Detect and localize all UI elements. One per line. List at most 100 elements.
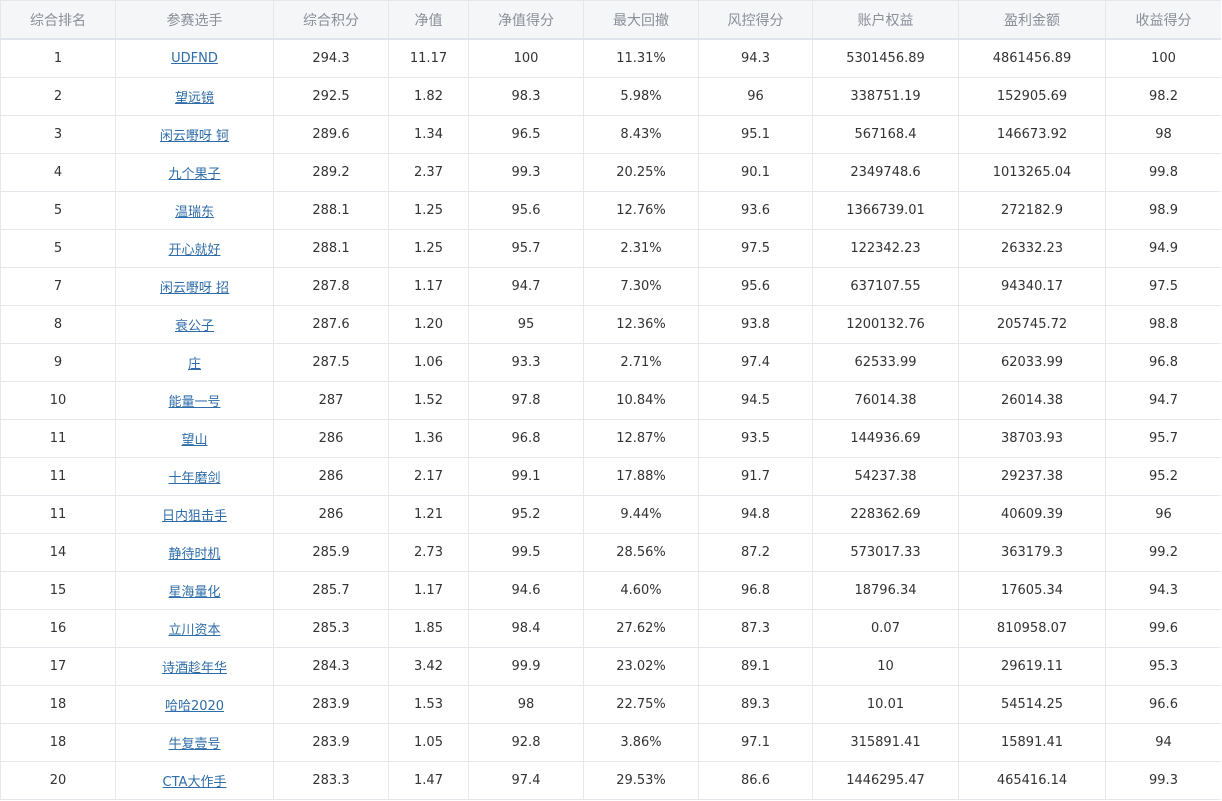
player-link[interactable]: 九个果子 <box>168 167 221 182</box>
risk-score-cell: 93.8 <box>698 305 813 344</box>
equity-cell: 5301456.89 <box>812 38 959 78</box>
max-drawdown-cell: 27.62% <box>583 609 699 648</box>
player-link[interactable]: 庄 <box>187 357 201 372</box>
return-score-cell: 99.2 <box>1105 533 1221 572</box>
player-cell: 衰公子 <box>115 305 274 344</box>
table-row: 5 开心就好 288.1 1.25 95.7 2.31% 97.5 122342.23 2633… <box>0 229 1221 268</box>
player-link[interactable]: 闲云嘢呀 钶 <box>159 129 230 144</box>
nav-score-cell: 99.5 <box>468 533 584 572</box>
table-row: 11 日内狙击手 286 1.21 95.2 9.44% 94.8 228362.69 4060… <box>0 495 1221 534</box>
score-cell: 285.7 <box>273 571 389 610</box>
nav-score-cell: 93.3 <box>468 343 584 382</box>
player-link[interactable]: 日内狙击手 <box>161 509 227 524</box>
score-cell: 287 <box>273 381 389 420</box>
profit-cell: 146673.92 <box>958 115 1106 154</box>
column-header-max-drawdown: 最大回撤 <box>583 0 699 40</box>
nav-score-cell: 96.5 <box>468 115 584 154</box>
score-cell: 283.9 <box>273 685 389 724</box>
nav-cell: 1.25 <box>388 191 469 230</box>
rank-cell: 17 <box>0 647 116 686</box>
table-row: 17 诗酒趁年华 284.3 3.42 99.9 23.02% 89.1 10 29619.11… <box>0 647 1221 686</box>
player-link[interactable]: 静待时机 <box>168 547 221 562</box>
player-link[interactable]: 望山 <box>181 433 208 448</box>
equity-cell: 144936.69 <box>812 419 959 458</box>
profit-cell: 465416.14 <box>958 761 1106 800</box>
equity-cell: 10.01 <box>812 685 959 724</box>
score-cell: 287.6 <box>273 305 389 344</box>
equity-cell: 2349748.6 <box>812 153 959 192</box>
return-score-cell: 97.5 <box>1105 267 1221 306</box>
player-cell: 九个果子 <box>115 153 274 192</box>
nav-cell: 1.82 <box>388 77 469 116</box>
player-link[interactable]: 诗酒趁年华 <box>161 661 227 676</box>
risk-score-cell: 87.2 <box>698 533 813 572</box>
nav-score-cell: 99.3 <box>468 153 584 192</box>
return-score-cell: 94.9 <box>1105 229 1221 268</box>
equity-cell: 0.07 <box>812 609 959 648</box>
player-cell: CTA大作手 <box>115 761 274 800</box>
nav-cell: 1.34 <box>388 115 469 154</box>
risk-score-cell: 93.5 <box>698 419 813 458</box>
return-score-cell: 94.3 <box>1105 571 1221 610</box>
player-link[interactable]: 能量一号 <box>168 395 221 410</box>
table-row: 1 UDFND 294.3 11.17 100 11.31% 94.3 5301456.89 4… <box>0 38 1221 78</box>
player-link[interactable]: 望远镜 <box>174 91 214 106</box>
column-header-return-score: 收益得分 <box>1105 0 1221 40</box>
profit-cell: 15891.41 <box>958 723 1106 762</box>
risk-score-cell: 96.8 <box>698 571 813 610</box>
player-link[interactable]: UDFND <box>171 51 218 66</box>
player-cell: 星海量化 <box>115 571 274 610</box>
nav-score-cell: 97.4 <box>468 761 584 800</box>
nav-cell: 1.21 <box>388 495 469 534</box>
profit-cell: 62033.99 <box>958 343 1106 382</box>
player-cell: 诗酒趁年华 <box>115 647 274 686</box>
score-cell: 285.3 <box>273 609 389 648</box>
rank-cell: 18 <box>0 723 116 762</box>
rank-cell: 4 <box>0 153 116 192</box>
max-drawdown-cell: 22.75% <box>583 685 699 724</box>
nav-cell: 1.17 <box>388 267 469 306</box>
player-link[interactable]: 开心就好 <box>168 243 221 258</box>
profit-cell: 40609.39 <box>958 495 1106 534</box>
profit-cell: 205745.72 <box>958 305 1106 344</box>
rank-cell: 5 <box>0 229 116 268</box>
return-score-cell: 96.8 <box>1105 343 1221 382</box>
player-link[interactable]: 牛复壹号 <box>168 737 221 752</box>
rank-cell: 9 <box>0 343 116 382</box>
profit-cell: 26014.38 <box>958 381 1106 420</box>
score-cell: 286 <box>273 419 389 458</box>
profit-cell: 810958.07 <box>958 609 1106 648</box>
player-cell: UDFND <box>115 38 274 78</box>
player-link[interactable]: 衰公子 <box>174 319 214 334</box>
profit-cell: 152905.69 <box>958 77 1106 116</box>
equity-cell: 62533.99 <box>812 343 959 382</box>
player-link[interactable]: 哈哈2020 <box>164 699 225 714</box>
return-score-cell: 98.8 <box>1105 305 1221 344</box>
max-drawdown-cell: 9.44% <box>583 495 699 534</box>
table-row: 4 九个果子 289.2 2.37 99.3 20.25% 90.1 2349748.6 101… <box>0 153 1221 192</box>
nav-score-cell: 100 <box>468 38 584 78</box>
player-link[interactable]: 十年磨剑 <box>168 471 221 486</box>
max-drawdown-cell: 10.84% <box>583 381 699 420</box>
column-header-rank: 综合排名 <box>0 0 116 40</box>
risk-score-cell: 97.5 <box>698 229 813 268</box>
player-link[interactable]: 立川资本 <box>168 623 221 638</box>
max-drawdown-cell: 3.86% <box>583 723 699 762</box>
player-cell: 静待时机 <box>115 533 274 572</box>
max-drawdown-cell: 28.56% <box>583 533 699 572</box>
max-drawdown-cell: 23.02% <box>583 647 699 686</box>
return-score-cell: 98 <box>1105 115 1221 154</box>
profit-cell: 54514.25 <box>958 685 1106 724</box>
risk-score-cell: 94.3 <box>698 38 813 78</box>
player-link[interactable]: CTA大作手 <box>162 775 227 790</box>
table-row: 15 星海量化 285.7 1.17 94.6 4.60% 96.8 18796.34 1760… <box>0 571 1221 610</box>
player-link[interactable]: 闲云嘢呀 招 <box>159 281 230 296</box>
column-header-player: 参赛选手 <box>115 0 274 40</box>
nav-cell: 2.37 <box>388 153 469 192</box>
nav-cell: 1.06 <box>388 343 469 382</box>
risk-score-cell: 96 <box>698 77 813 116</box>
player-link[interactable]: 星海量化 <box>168 585 221 600</box>
player-link[interactable]: 温瑞东 <box>174 205 214 220</box>
nav-score-cell: 98.3 <box>468 77 584 116</box>
score-cell: 289.6 <box>273 115 389 154</box>
